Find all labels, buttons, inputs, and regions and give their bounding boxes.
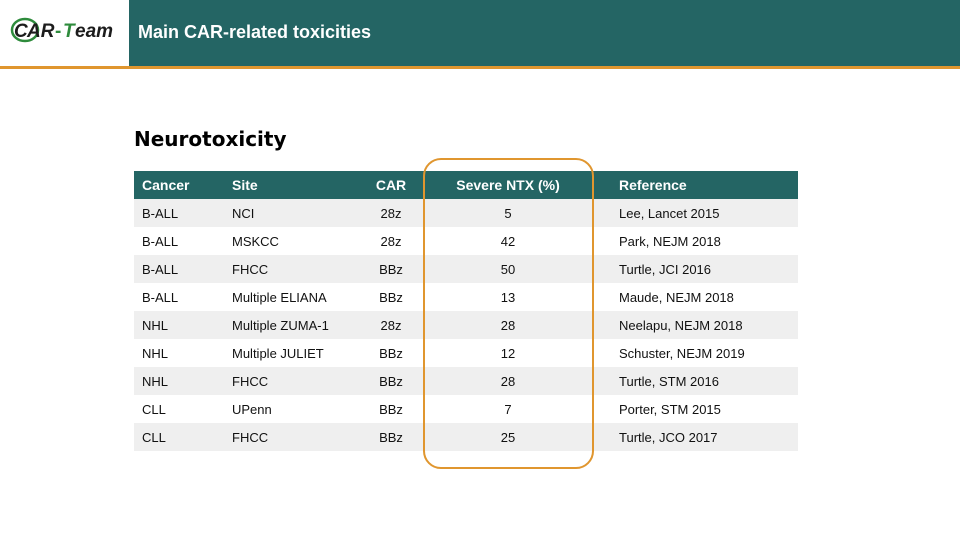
column-header-reference: Reference [593,171,798,199]
cell-reference: Lee, Lancet 2015 [593,199,798,227]
cell-car: BBz [359,255,423,283]
table-row: CLL FHCC BBz 25 Turtle, JCO 2017 [134,423,798,451]
svg-text:T: T [63,21,76,42]
cell-site: UPenn [224,395,359,423]
logo-area: C AR - T eam [0,0,129,66]
title-bar: Main CAR-related toxicities [129,0,960,66]
cell-reference: Neelapu, NEJM 2018 [593,311,798,339]
cell-site: Multiple ZUMA-1 [224,311,359,339]
cell-car: 28z [359,199,423,227]
cell-severe-ntx: 7 [423,395,593,423]
table-row: B-ALL MSKCC 28z 42 Park, NEJM 2018 [134,227,798,255]
cell-car: 28z [359,311,423,339]
cell-site: NCI [224,199,359,227]
neurotoxicity-table: Cancer Site CAR Severe NTX (%) Reference… [134,171,798,451]
svg-text:eam: eam [75,21,113,42]
cell-site: FHCC [224,255,359,283]
table-row: B-ALL FHCC BBz 50 Turtle, JCI 2016 [134,255,798,283]
table-row: B-ALL NCI 28z 5 Lee, Lancet 2015 [134,199,798,227]
cell-severe-ntx: 28 [423,311,593,339]
table-row: NHL Multiple ZUMA-1 28z 28 Neelapu, NEJM… [134,311,798,339]
cell-reference: Schuster, NEJM 2019 [593,339,798,367]
cell-cancer: B-ALL [134,199,224,227]
cell-severe-ntx: 25 [423,423,593,451]
car-team-logo: C AR - T eam [10,17,113,43]
cell-car: BBz [359,367,423,395]
cell-site: MSKCC [224,227,359,255]
cell-reference: Turtle, STM 2016 [593,367,798,395]
table-row: NHL Multiple JULIET BBz 12 Schuster, NEJ… [134,339,798,367]
column-header-cancer: Cancer [134,171,224,199]
slide-header: C AR - T eam Main CAR-related toxicities [0,0,960,66]
cell-cancer: CLL [134,423,224,451]
cell-site: Multiple JULIET [224,339,359,367]
svg-text:-: - [55,21,61,42]
cell-reference: Turtle, JCI 2016 [593,255,798,283]
cell-cancer: B-ALL [134,255,224,283]
table-row: NHL FHCC BBz 28 Turtle, STM 2016 [134,367,798,395]
cell-cancer: NHL [134,311,224,339]
cell-reference: Park, NEJM 2018 [593,227,798,255]
cell-severe-ntx: 50 [423,255,593,283]
cell-severe-ntx: 28 [423,367,593,395]
cell-reference: Maude, NEJM 2018 [593,283,798,311]
table-row: CLL UPenn BBz 7 Porter, STM 2015 [134,395,798,423]
cell-car: 28z [359,227,423,255]
cell-reference: Porter, STM 2015 [593,395,798,423]
cell-car: BBz [359,283,423,311]
column-header-site: Site [224,171,359,199]
header-divider [0,66,960,69]
slide-title: Main CAR-related toxicities [138,22,372,42]
section-title: Neurotoxicity [134,127,287,151]
cell-cancer: CLL [134,395,224,423]
column-header-severe-ntx: Severe NTX (%) [423,171,593,199]
cell-severe-ntx: 5 [423,199,593,227]
cell-car: BBz [359,423,423,451]
cell-site: FHCC [224,423,359,451]
cell-cancer: B-ALL [134,227,224,255]
cell-cancer: B-ALL [134,283,224,311]
column-header-car: CAR [359,171,423,199]
cell-reference: Turtle, JCO 2017 [593,423,798,451]
cell-severe-ntx: 13 [423,283,593,311]
cell-severe-ntx: 12 [423,339,593,367]
cell-site: FHCC [224,367,359,395]
table-row: B-ALL Multiple ELIANA BBz 13 Maude, NEJM… [134,283,798,311]
svg-text:C: C [14,21,28,42]
cell-cancer: NHL [134,339,224,367]
table-header-row: Cancer Site CAR Severe NTX (%) Reference [134,171,798,199]
cell-car: BBz [359,395,423,423]
cell-severe-ntx: 42 [423,227,593,255]
svg-text:AR: AR [26,21,55,42]
cell-car: BBz [359,339,423,367]
cell-cancer: NHL [134,367,224,395]
cell-site: Multiple ELIANA [224,283,359,311]
